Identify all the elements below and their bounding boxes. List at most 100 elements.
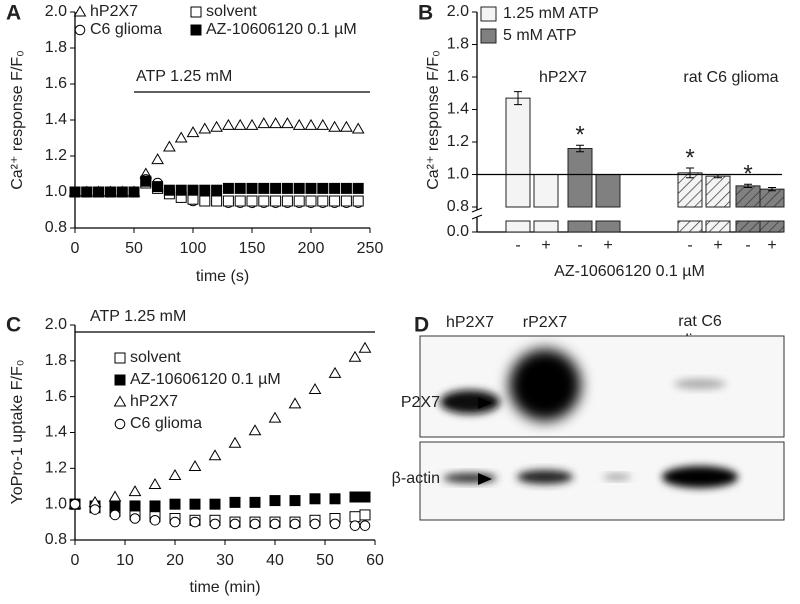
square-marker — [270, 182, 282, 194]
row-label: β-actin — [392, 470, 440, 487]
y-tick-label: 1.0 — [45, 495, 67, 512]
square-marker — [152, 181, 164, 193]
square-marker — [169, 498, 181, 510]
square-marker — [309, 493, 321, 505]
square-marker — [349, 511, 361, 523]
band — [674, 379, 726, 389]
square-marker — [189, 498, 201, 510]
triangle-marker — [128, 485, 142, 497]
legend-marker — [113, 395, 127, 407]
triangle-marker — [269, 117, 282, 129]
square-marker — [199, 195, 211, 207]
circle-marker — [249, 518, 261, 530]
bar-base — [677, 220, 703, 233]
x-axis-label: AZ-10606120 0.1 µM — [554, 263, 705, 280]
annotation: ATP 1.25 mM — [136, 68, 232, 85]
panel-label: A — [6, 2, 21, 25]
x-tick-label: 20 — [166, 552, 184, 569]
y-tick-label: 2.0 — [45, 3, 67, 20]
square-marker — [128, 186, 140, 198]
x-tick-label: 30 — [216, 552, 234, 569]
legend-label: C6 glioma — [90, 21, 162, 38]
y-tick-label: 1.8 — [447, 36, 469, 53]
bar-base — [505, 220, 531, 233]
square-marker — [289, 495, 301, 507]
square-marker — [352, 195, 364, 207]
triangle-marker — [151, 153, 164, 165]
legend-label: AZ-10606120 0.1 µM — [130, 371, 281, 388]
bar — [533, 174, 559, 208]
bar-base — [759, 220, 785, 233]
y-tick-label: 1.2 — [447, 133, 469, 150]
x-tick-label: - — [687, 237, 692, 254]
triangle-marker — [198, 122, 212, 134]
legend-marker — [190, 6, 202, 18]
legend-marker — [114, 352, 126, 364]
square-marker — [199, 184, 211, 196]
square-marker — [293, 195, 305, 207]
triangle-marker — [348, 350, 362, 362]
bar — [505, 97, 531, 208]
x-tick-label: + — [767, 237, 776, 254]
circle-marker — [69, 498, 81, 510]
square-marker — [222, 182, 234, 194]
square-marker — [340, 182, 352, 194]
triangle-marker — [308, 383, 322, 394]
triangle-marker — [292, 118, 306, 130]
triangle-marker — [328, 366, 342, 378]
square-marker — [281, 195, 293, 207]
bar — [759, 188, 785, 208]
square-marker — [281, 182, 293, 194]
square-marker — [305, 195, 317, 207]
y-tick-label: 1.4 — [45, 424, 67, 441]
axis-break — [471, 207, 483, 220]
y-tick-label: 1.4 — [45, 111, 67, 128]
x-tick-label: 100 — [180, 240, 207, 257]
square-marker — [81, 186, 93, 198]
x-axis-label: time (s) — [196, 268, 249, 285]
bar-base — [705, 220, 731, 233]
square-marker — [163, 184, 175, 196]
triangle-marker — [268, 411, 282, 423]
y-tick-label: 1.8 — [45, 352, 67, 369]
significance: * — [575, 122, 584, 149]
y-tick-label: 0.8 — [45, 219, 67, 236]
x-tick-label: 150 — [239, 240, 266, 257]
y-tick-label: 1.4 — [447, 101, 469, 118]
square-marker — [359, 491, 371, 503]
y-tick-label: 1.6 — [45, 388, 67, 405]
triangle-marker — [174, 131, 188, 143]
square-marker — [116, 186, 128, 198]
y-tick-label: 0.8 — [447, 198, 469, 215]
square-marker — [329, 182, 341, 194]
legend-marker — [73, 5, 87, 17]
y-axis-label: YoPro-1 uptake F/F₀ — [9, 360, 26, 505]
triangle-marker — [351, 122, 365, 134]
square-marker — [249, 496, 261, 508]
triangle-marker — [257, 117, 271, 129]
bar — [735, 185, 761, 208]
triangle-marker — [188, 460, 202, 472]
circle-marker — [349, 520, 361, 531]
triangle-marker — [328, 120, 341, 132]
x-tick-label: 250 — [357, 240, 384, 257]
y-tick-label: 1.0 — [447, 166, 469, 183]
panel-label: B — [418, 2, 433, 25]
square-marker — [246, 182, 258, 194]
square-marker — [317, 195, 329, 207]
y-axis-label: Ca²⁺ response F/F₀ — [9, 50, 26, 190]
square-marker — [270, 195, 282, 207]
y-tick-label: 2.0 — [447, 3, 469, 20]
square-marker — [258, 182, 270, 194]
square-marker — [359, 509, 371, 521]
circle-marker — [109, 509, 121, 521]
legend-swatch — [480, 6, 497, 22]
x-tick-label: 40 — [266, 552, 284, 569]
legend-marker — [114, 374, 126, 386]
circle-marker — [289, 518, 301, 530]
triangle-marker — [210, 120, 223, 132]
square-marker — [349, 491, 361, 503]
circle-marker — [169, 516, 181, 528]
legend-marker — [190, 24, 202, 36]
band — [517, 470, 573, 484]
